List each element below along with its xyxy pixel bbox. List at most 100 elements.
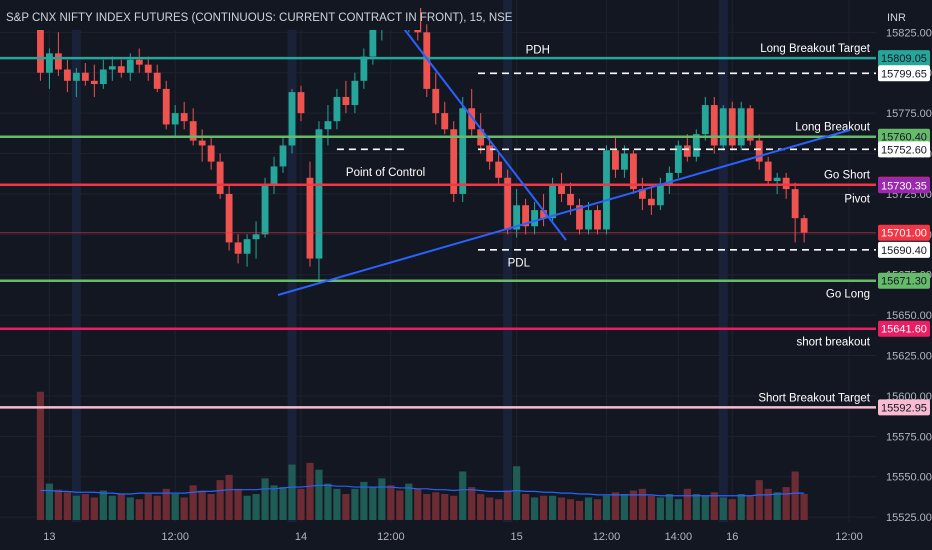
price-tag-value: 15690.40 <box>881 245 927 257</box>
level-label: Go Long <box>826 289 870 301</box>
volume-bar <box>144 494 152 520</box>
price-tag-value: 15799.65 <box>881 68 927 80</box>
volume-bar <box>297 488 305 520</box>
candle-body <box>135 59 143 65</box>
level-label: Short Breakout Target <box>758 392 870 404</box>
ascending-trendline[interactable] <box>277 129 851 296</box>
annotation-label: Point of Control <box>346 167 425 179</box>
volume-bar <box>63 492 71 520</box>
price-tag-value: 15701.00 <box>881 228 927 240</box>
time-axis[interactable]: 13 12:00 14 12:00 15 12:00 14:00 16 12:00 <box>43 531 863 543</box>
price-tick-label: 15775.00 <box>886 108 932 120</box>
volume-bar <box>575 500 584 520</box>
candle-body <box>728 108 736 146</box>
candle-body <box>755 140 763 162</box>
volume-bar <box>333 488 341 520</box>
volume-bar <box>270 485 278 520</box>
volume-bar <box>459 471 467 520</box>
volume-bar <box>396 490 404 520</box>
candle-body <box>99 69 107 85</box>
price-tag-background <box>878 224 930 241</box>
candle-body <box>656 185 664 206</box>
candle-body <box>126 59 134 73</box>
time-tick-label: 12:00 <box>593 531 621 543</box>
candle-body <box>279 145 287 167</box>
session-highlights <box>71 0 728 522</box>
volume-bar <box>234 488 242 520</box>
volume-bar <box>791 471 799 520</box>
candle-body <box>647 198 655 206</box>
candle-body <box>216 161 224 194</box>
candle-body <box>450 129 458 194</box>
candle-body <box>423 32 431 89</box>
candle-body <box>261 185 269 235</box>
volume-bar <box>441 494 449 520</box>
candle-body <box>540 210 547 219</box>
candle-body <box>567 193 574 206</box>
volume-bar <box>207 494 215 520</box>
volume-bar <box>135 499 143 520</box>
candle-body <box>144 64 152 73</box>
price-tag-value: 15592.95 <box>881 402 927 414</box>
candle-body <box>701 105 709 135</box>
time-tick-label: 13 <box>43 531 55 543</box>
volume-bar <box>755 480 763 520</box>
descending-trendline[interactable] <box>381 0 567 241</box>
price-tag-value: 15809.05 <box>881 53 927 65</box>
time-tick-label: 12:00 <box>835 531 863 543</box>
volume-bar <box>360 481 368 520</box>
candle-body <box>612 150 619 170</box>
volume-bar <box>495 499 503 520</box>
candle-body <box>117 66 125 73</box>
level-label: Pivot <box>844 193 870 205</box>
volume-bar <box>539 495 548 520</box>
session-start-band <box>71 0 81 522</box>
volume-bars <box>36 391 808 520</box>
volume-bar <box>387 485 395 520</box>
candle-body <box>522 205 530 227</box>
volume-bar <box>45 483 54 520</box>
price-tick-label: 15650.00 <box>886 310 932 322</box>
candle-body <box>638 189 646 199</box>
candle-body <box>351 80 359 106</box>
volume-bar <box>216 480 224 520</box>
volume-bar <box>593 499 602 520</box>
volume-bar <box>90 497 98 520</box>
price-tick-label: 15825.00 <box>886 27 932 39</box>
price-tag-value: 15671.30 <box>881 276 927 288</box>
candle-body <box>719 108 727 146</box>
title-backdrop <box>0 0 420 30</box>
level-label: Go Short <box>824 170 871 182</box>
candle-body <box>252 234 260 240</box>
candle-body <box>180 113 188 122</box>
candle-body <box>90 80 98 85</box>
candle-body <box>441 113 449 130</box>
volume-bar <box>737 494 745 520</box>
time-tick-label: 16 <box>726 531 738 543</box>
volume-moving-average-line <box>40 484 805 497</box>
candle-body <box>288 92 296 146</box>
volume-bar <box>782 487 790 520</box>
candle-body <box>171 113 179 125</box>
candle-body <box>585 210 592 230</box>
volume-bar <box>674 499 682 520</box>
time-tick-label: 14 <box>295 531 307 543</box>
volume-bar <box>486 497 494 520</box>
volume-bar <box>450 495 458 520</box>
annotation-label: PDL <box>508 258 531 270</box>
volume-bar <box>692 494 700 520</box>
candle-body <box>225 193 233 243</box>
volume-bar <box>800 494 808 520</box>
volume-bar <box>99 490 107 520</box>
time-tick-label: 15 <box>510 531 522 543</box>
price-tag-background <box>878 272 930 289</box>
candle-body <box>800 218 808 233</box>
annotation-label: PDH <box>526 44 550 56</box>
volume-bar <box>557 497 566 520</box>
level-price-tags: 15809.0515799.6515760.4015752.6015730.70… <box>878 50 930 416</box>
price-tag-value: 15641.60 <box>881 324 927 336</box>
volume-bar <box>369 487 377 520</box>
volume-bar <box>656 497 664 520</box>
candle-body <box>360 56 368 81</box>
